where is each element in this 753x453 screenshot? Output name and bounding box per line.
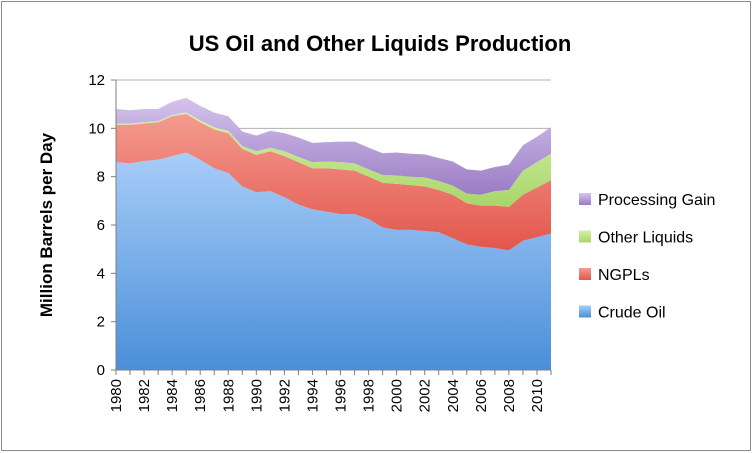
x-tick-label-13: 2006 [473, 379, 490, 412]
x-tick-label-6: 1992 [276, 379, 293, 412]
x-tick-label-8: 1996 [333, 379, 350, 412]
y-axis-title: Million Barrels per Day [37, 132, 56, 317]
legend-swatch-ngpls [579, 268, 591, 280]
y-tick-label-3: 6 [97, 217, 105, 234]
x-tick-label-1: 1982 [136, 379, 153, 412]
x-tick-label-15: 2010 [529, 379, 546, 412]
legend-label-other-liquids: Other Liquids [598, 230, 693, 247]
legend-label-ngpls: NGPLs [598, 267, 650, 284]
y-tick-label-6: 12 [88, 72, 105, 89]
x-tick-label-10: 2000 [389, 379, 406, 412]
x-tick-label-0: 1980 [108, 379, 125, 412]
y-tick-label-1: 2 [97, 314, 105, 331]
legend-swatch-other-liquids [579, 230, 591, 243]
y-tick-label-5: 10 [88, 120, 105, 137]
x-tick-label-11: 2002 [417, 379, 434, 412]
legend-swatch-crude-oil [579, 305, 591, 318]
area-processing-gain [116, 97, 551, 195]
legend-swatch-processing-gain [579, 193, 591, 205]
x-tick-label-7: 1994 [304, 379, 321, 412]
x-tick-label-14: 2008 [501, 379, 518, 412]
x-tick-labels: 1980 1982 1984 1986 1988 1990 1992 1994 1996 1998… [108, 370, 552, 412]
legend-label-processing-gain: Processing Gain [598, 192, 715, 209]
legend-label-crude-oil: Crude Oil [598, 305, 666, 322]
area-ngpls [116, 113, 551, 251]
area-crude-oil [116, 152, 551, 370]
y-tick-label-2: 4 [97, 265, 105, 282]
chart-title: US Oil and Other Liquids Production [189, 31, 572, 56]
area-series [116, 97, 551, 370]
x-tick-label-5: 1990 [248, 379, 265, 412]
y-tick-label-4: 8 [97, 169, 105, 186]
x-tick-label-12: 2004 [445, 379, 462, 412]
legend: Processing Gain Other Liquids NGPLs Crude O… [579, 192, 715, 322]
area-other-liquids [116, 112, 551, 207]
x-tick-label-9: 1998 [361, 379, 378, 412]
x-tick-label-2: 1984 [164, 379, 181, 412]
y-tick-labels: 0 2 4 6 8 10 12 [88, 72, 116, 379]
y-tick-label-0: 0 [97, 362, 105, 379]
x-tick-label-3: 1986 [192, 379, 209, 412]
x-tick-label-4: 1988 [220, 379, 237, 412]
